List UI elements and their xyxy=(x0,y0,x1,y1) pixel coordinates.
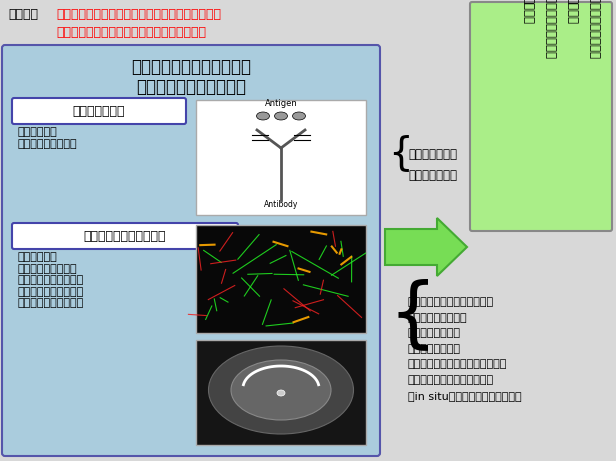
Text: ・共焦点レーザー顕微鏡解析
・電顕超微形態解析
・包埋前免疫電顕
・包埋後免疫電顕
・凍結超薄切片を用いた免疫電顕
・フリーズレプリカ免疫電顕
・in situ: ・共焦点レーザー顕微鏡解析 ・電顕超微形態解析 ・包埋前免疫電顕 ・包埋後免疫電… xyxy=(408,297,522,401)
Text: 研究促進: 研究促進 xyxy=(521,0,534,24)
Text: ・抗体開発による新規脳機能分子の発現解析支援: ・抗体開発による新規脳機能分子の発現解析支援 xyxy=(56,8,221,21)
Text: 支援実施拠点
・渡辺雅彦（北大）: 支援実施拠点 ・渡辺雅彦（北大） xyxy=(18,127,78,148)
FancyBboxPatch shape xyxy=(12,223,238,249)
Text: Antibody: Antibody xyxy=(264,200,298,209)
Text: 支援実施拠点
・渡辺雅彦（北大）
・重本隆一（生理研）
・阪上洋行（北里大）
・小池正人（順天堂）: 支援実施拠点 ・渡辺雅彦（北大） ・重本隆一（生理研） ・阪上洋行（北里大） ・… xyxy=(18,252,84,308)
Text: ・独創性の高い脳機能分子発現解析法の提供: ・独創性の高い脳機能分子発現解析法の提供 xyxy=(56,26,206,39)
Ellipse shape xyxy=(231,360,331,420)
Text: Antigen: Antigen xyxy=(265,99,298,108)
Text: 脳分子プロファイリング：: 脳分子プロファイリング： xyxy=(131,58,251,76)
Text: 脳機能分子発現解析支援: 脳機能分子発現解析支援 xyxy=(136,78,246,96)
Text: 我が国の脳科学研究水準の飛躍: 我が国の脳科学研究水準の飛躍 xyxy=(587,0,600,59)
Text: 脳機能分子発現局在解析: 脳機能分子発現局在解析 xyxy=(84,230,166,242)
FancyBboxPatch shape xyxy=(196,340,366,445)
Ellipse shape xyxy=(208,346,354,434)
FancyBboxPatch shape xyxy=(12,98,186,124)
Text: 的な発展: 的な発展 xyxy=(565,0,578,24)
Ellipse shape xyxy=(293,112,306,120)
Ellipse shape xyxy=(275,112,288,120)
Ellipse shape xyxy=(277,390,285,396)
Ellipse shape xyxy=(256,112,270,120)
Text: ・ポリクロ抗体
・モノクロ抗体: ・ポリクロ抗体 ・モノクロ抗体 xyxy=(408,148,457,182)
FancyBboxPatch shape xyxy=(470,2,612,231)
Polygon shape xyxy=(385,218,467,276)
Text: {: { xyxy=(388,134,413,172)
Text: {: { xyxy=(388,278,437,352)
FancyBboxPatch shape xyxy=(196,100,366,215)
Text: 開発目標: 開発目標 xyxy=(8,8,38,21)
Text: 多次元学問領域としての脳科学: 多次元学問領域としての脳科学 xyxy=(543,0,556,59)
Text: 高品質抗体開発: 高品質抗体開発 xyxy=(73,105,125,118)
FancyBboxPatch shape xyxy=(2,45,380,456)
FancyBboxPatch shape xyxy=(196,225,366,333)
